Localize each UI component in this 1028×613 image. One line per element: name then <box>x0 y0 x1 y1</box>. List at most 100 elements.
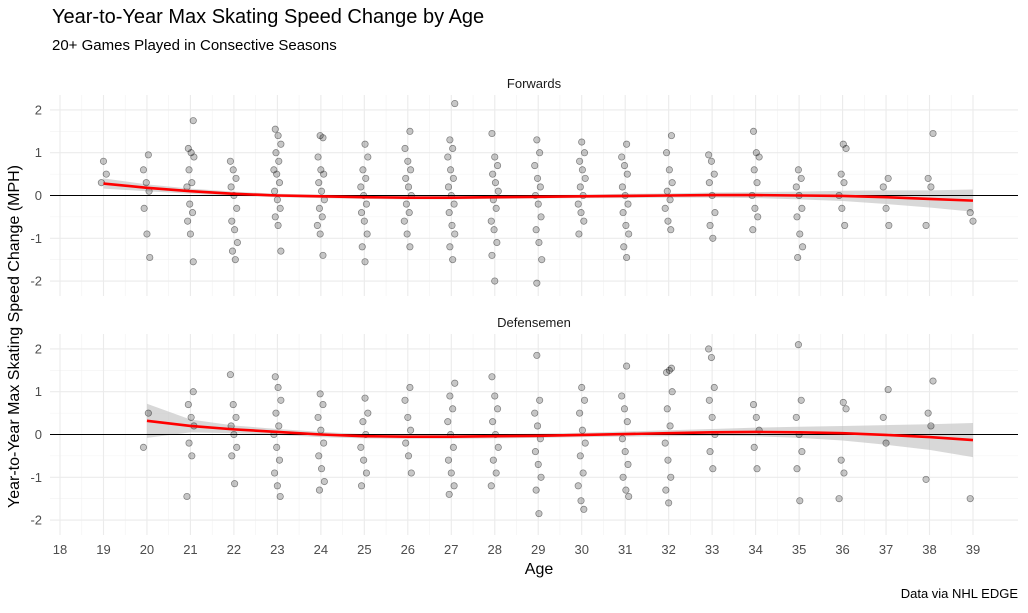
data-point <box>493 238 501 247</box>
data-point <box>445 490 453 498</box>
data-point <box>707 157 715 165</box>
data-point <box>580 217 588 225</box>
data-point <box>494 443 502 451</box>
data-point <box>667 473 675 481</box>
data-point <box>314 413 322 421</box>
data-point <box>271 373 279 381</box>
data-point <box>662 486 670 494</box>
y-tick-label: 0 <box>35 188 42 203</box>
data-point <box>364 153 372 161</box>
data-point <box>447 469 455 477</box>
x-tick-label: 26 <box>401 542 415 557</box>
data-point <box>271 469 279 477</box>
data-point <box>706 448 714 456</box>
data-point <box>359 166 367 174</box>
data-point <box>444 418 452 426</box>
data-point <box>226 157 234 165</box>
data-point <box>446 136 454 144</box>
data-point <box>270 166 278 174</box>
data-point <box>578 138 586 146</box>
data-point <box>668 179 676 187</box>
data-point <box>188 452 196 460</box>
data-point <box>231 226 239 234</box>
data-point <box>625 492 633 501</box>
data-point <box>449 405 457 413</box>
data-point <box>189 117 197 125</box>
data-point <box>793 465 801 473</box>
data-point <box>623 140 631 148</box>
data-point <box>580 505 588 513</box>
x-tick-label: 20 <box>140 542 154 557</box>
data-point <box>750 166 758 174</box>
data-point <box>185 166 193 174</box>
data-point <box>618 153 626 161</box>
data-point <box>929 129 937 138</box>
data-point <box>275 456 284 464</box>
data-point <box>275 422 283 430</box>
data-point <box>318 465 326 473</box>
data-point <box>663 149 671 157</box>
data-point <box>841 221 849 229</box>
data-point <box>753 179 761 187</box>
data-point <box>232 413 240 421</box>
data-point <box>487 217 495 225</box>
data-point <box>406 243 414 251</box>
data-point <box>578 426 586 434</box>
data-point <box>750 443 758 451</box>
data-point <box>357 482 366 490</box>
x-tick-label: 30 <box>574 542 588 557</box>
data-point <box>619 209 627 217</box>
data-point <box>618 435 626 443</box>
data-point <box>624 200 632 208</box>
data-point <box>797 396 805 404</box>
chart-subtitle: 20+ Games Played in Consective Seasons <box>52 37 337 54</box>
smooth-trend-line <box>146 419 974 442</box>
data-point <box>228 452 236 460</box>
chart-caption: Data via NHL EDGE <box>900 586 1018 601</box>
data-point <box>922 221 930 229</box>
data-point <box>798 204 806 212</box>
facet-strip-label: Forwards <box>507 76 562 91</box>
data-point <box>316 230 324 238</box>
data-point <box>276 492 284 501</box>
data-point <box>401 396 409 404</box>
x-tick-label: 32 <box>661 542 675 557</box>
data-point <box>142 179 150 187</box>
data-point <box>187 149 195 157</box>
data-point <box>233 238 241 247</box>
data-point <box>884 174 892 182</box>
y-tick-label: 2 <box>35 102 42 117</box>
data-point <box>359 418 367 426</box>
x-tick-label: 23 <box>270 542 284 557</box>
data-point <box>749 401 758 409</box>
data-point <box>487 482 495 490</box>
data-point <box>184 144 192 153</box>
data-point <box>840 179 848 187</box>
data-point <box>618 392 626 400</box>
data-point <box>186 230 194 238</box>
data-point <box>579 469 587 477</box>
data-point <box>188 209 197 217</box>
data-point <box>752 413 760 421</box>
x-tick-label: 22 <box>227 542 241 557</box>
data-point <box>362 469 370 477</box>
data-point <box>362 174 370 182</box>
x-tick-label: 19 <box>96 542 110 557</box>
data-point <box>621 448 629 456</box>
data-point <box>620 162 629 170</box>
data-point <box>319 134 327 142</box>
data-point <box>189 388 197 396</box>
confidence-band <box>146 403 973 458</box>
data-point <box>228 217 236 225</box>
data-point <box>406 383 414 392</box>
y-tick-label: 2 <box>35 341 42 356</box>
x-tick-label: 18 <box>53 542 67 557</box>
data-point <box>705 345 713 353</box>
data-point <box>842 405 850 413</box>
data-point <box>749 226 757 234</box>
x-axis-label: Age <box>524 561 554 578</box>
data-point <box>623 418 631 426</box>
x-tick-label: 31 <box>618 542 632 557</box>
data-point <box>619 473 627 481</box>
data-point <box>661 439 669 447</box>
